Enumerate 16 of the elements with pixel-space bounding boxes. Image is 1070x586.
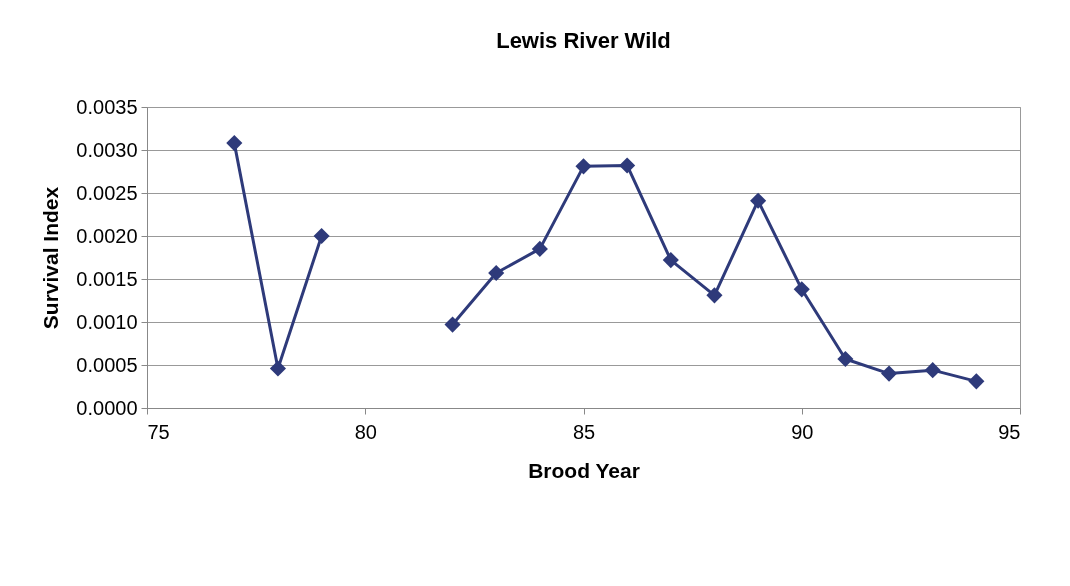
y-tick-label: 0.0010 xyxy=(76,310,138,333)
y-tick-label: 0.0030 xyxy=(76,138,138,161)
y-tick-label: 0.0000 xyxy=(76,396,138,419)
y-tick-label: 0.0020 xyxy=(76,224,138,247)
x-tick-label: 90 xyxy=(791,420,814,443)
y-tick-label: 0.0035 xyxy=(76,95,138,118)
x-tick-label: 75 xyxy=(147,420,170,443)
x-axis-title: Brood Year xyxy=(528,458,640,482)
y-tick-label: 0.0015 xyxy=(76,267,138,290)
x-tick-label: 85 xyxy=(572,420,596,443)
y-axis-title: Survival Index xyxy=(39,186,63,330)
x-tick-label: 80 xyxy=(354,420,377,443)
x-tick-label: 95 xyxy=(998,420,1021,443)
y-tick-label: 0.0005 xyxy=(76,353,138,376)
y-tick-label: 0.0025 xyxy=(76,181,138,204)
chart-title: Lewis River Wild xyxy=(496,28,671,53)
